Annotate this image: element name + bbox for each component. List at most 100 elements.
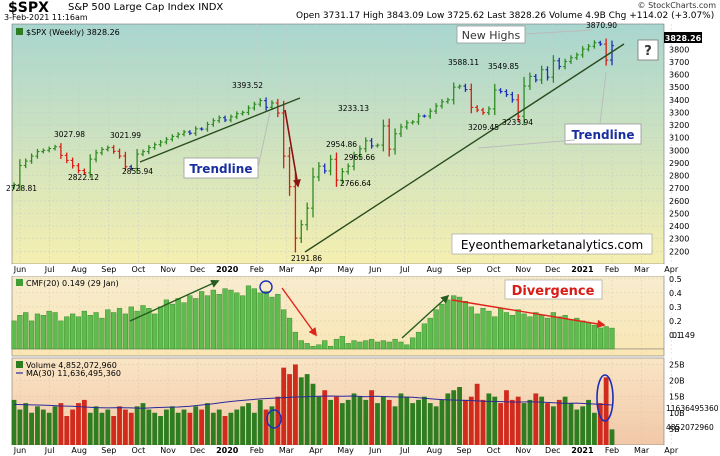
price-ytick-label: 3100: [669, 134, 689, 143]
volume-bar: [597, 403, 603, 445]
cmf-bar: [550, 312, 556, 350]
legend-swatch-volume: [16, 361, 23, 368]
volume-bar: [328, 399, 333, 445]
cmf-bar: [609, 327, 615, 350]
price-bar: [545, 66, 550, 81]
volume-bar: [375, 403, 380, 445]
cmf-bar: [433, 309, 439, 350]
xtick-label-bottom: Oct: [131, 446, 145, 455]
price-ohlc-bars: [12, 38, 614, 253]
xtick-label-top: Jun: [368, 265, 382, 274]
cmf-bar: [544, 317, 551, 350]
price-ytick-label: 2300: [669, 235, 689, 244]
cmf-bar: [257, 292, 263, 350]
xtick-label-bottom: Jul: [44, 446, 55, 455]
price-bar: [610, 40, 614, 66]
cmf-bar: [111, 312, 117, 350]
price-bar: [275, 98, 280, 118]
cmf-bar: [228, 289, 234, 350]
xtick-label-top: Mar: [279, 265, 295, 274]
volume-bar: [316, 396, 322, 445]
price-bar: [311, 167, 315, 218]
volume-bar: [386, 399, 392, 445]
price-bar: [269, 100, 274, 110]
annot-hi1: 3027.98: [54, 130, 85, 139]
cmf-bar: [462, 301, 469, 350]
cmf-ytick-label: 0.4: [669, 289, 682, 298]
price-bar: [176, 132, 181, 139]
volume-bar: [281, 367, 287, 445]
price-ytick-label: 3300: [669, 108, 689, 117]
xtick-label-bottom: Oct: [487, 446, 501, 455]
price-bar: [158, 139, 163, 147]
price-bar: [64, 152, 69, 164]
legend-swatch-cmf: [16, 279, 23, 286]
cmf-bar: [181, 302, 187, 350]
cmf-bar: [146, 308, 152, 350]
cmf-bar: [251, 288, 257, 350]
volume-bar: [556, 399, 562, 445]
cmf-bar: [603, 326, 609, 350]
price-bar: [533, 74, 538, 83]
volume-bar: [29, 412, 34, 445]
xtick-label-bottom: Feb: [250, 446, 264, 455]
annot-lo2: 2855.94: [122, 167, 153, 176]
cmf-bar: [574, 317, 580, 350]
annot-hi2: 3021.99: [110, 131, 141, 140]
cmf-bar: [199, 291, 205, 350]
cmf-bar: [222, 288, 228, 350]
price-bar: [481, 107, 486, 115]
cmf-bar: [556, 316, 562, 350]
price-bar: [551, 55, 556, 83]
cmf-bar: [380, 340, 386, 350]
volume-markers: 11636495360 4852072960: [666, 404, 719, 432]
price-ytick-label: 3600: [669, 71, 689, 80]
price-ytick-label: 2900: [669, 159, 689, 168]
volume-bar: [527, 399, 533, 445]
annot-lo1: 2822.12: [68, 173, 99, 182]
price-bar: [416, 113, 421, 125]
price-bar: [211, 118, 216, 127]
price-bar: [299, 219, 304, 243]
price-bar: [592, 40, 597, 49]
volume-bar: [580, 406, 586, 445]
volume-bar: [105, 409, 111, 445]
xtick-label-top: Jul: [44, 265, 55, 274]
price-bar: [35, 148, 40, 159]
price-bar: [129, 164, 134, 171]
volume-bar: [345, 399, 351, 445]
volume-bar: [568, 403, 574, 445]
volume-bar: [11, 399, 17, 445]
chart-canvas: 2200 2300 2400 2500 2600 2700 2800 2900 3000 3100…: [6, 22, 719, 456]
volume-bar: [117, 406, 122, 445]
xtick-label-bottom: Jul: [399, 446, 410, 455]
price-bar: [340, 168, 345, 184]
price-bar: [375, 143, 380, 148]
volume-ytick-label: 15B: [669, 393, 685, 402]
price-bar: [457, 84, 462, 89]
question-mark-text: ?: [644, 44, 652, 59]
volume-ma-line: [13, 395, 613, 409]
xtick-label-top: Jun: [13, 265, 27, 274]
xtick-label-bottom: Dec: [545, 446, 560, 455]
price-bar: [41, 148, 46, 154]
cmf-ytick-label: 0.2: [669, 317, 682, 326]
volume-bar: [205, 403, 210, 445]
volume-bar: [404, 396, 410, 445]
price-bar: [381, 119, 386, 152]
volume-bar: [99, 412, 105, 445]
price-bar: [316, 162, 321, 182]
volume-bar: [480, 399, 486, 445]
cmf-bar: [568, 319, 574, 350]
xtick-label-bottom: Jun: [368, 446, 382, 455]
price-annotations: 2728.81 3027.98 2822.12 3021.99 2855.94 …: [6, 22, 617, 263]
price-panel-bg: [11, 23, 665, 265]
price-bar: [563, 58, 568, 70]
volume-bar: [269, 406, 275, 445]
trendline-callouts: [257, 71, 607, 169]
price-bar: [29, 153, 34, 164]
trendline-label-left-text: Trendline: [190, 162, 253, 176]
cmf-bar: [64, 316, 70, 350]
price-bar: [527, 72, 532, 90]
question-box: ?: [637, 39, 659, 61]
